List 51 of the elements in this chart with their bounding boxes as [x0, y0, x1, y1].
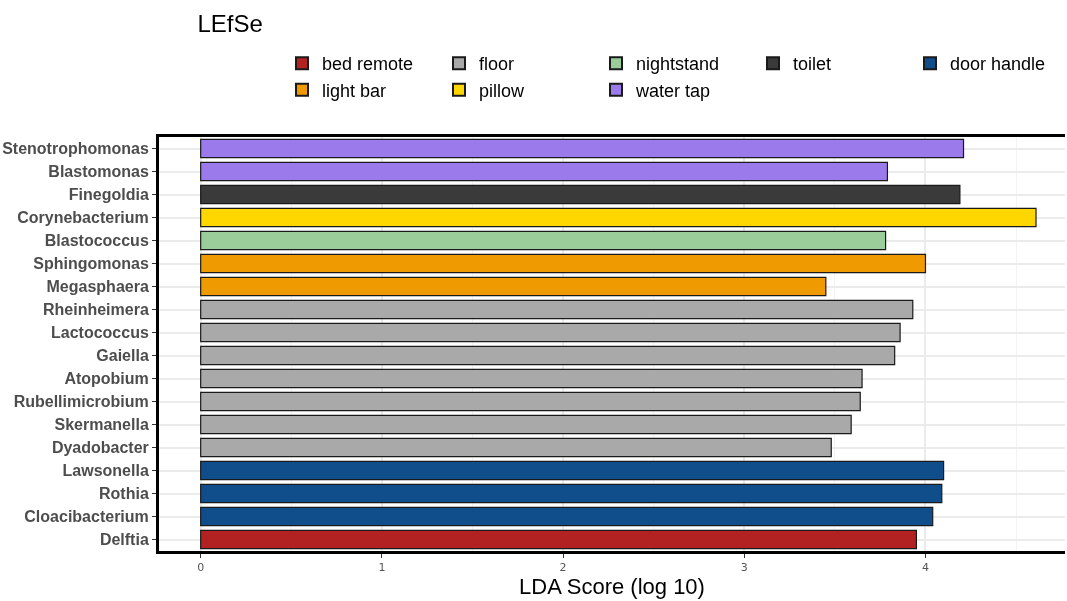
legend-label: pillow — [479, 80, 526, 101]
y-tick-label: Delftia — [99, 531, 149, 549]
x-tick-label: 2 — [559, 561, 567, 575]
y-tick-label: Stenotrophomonas — [2, 140, 149, 158]
bar — [200, 414, 852, 435]
bar — [200, 368, 863, 389]
y-tick-label: Rheinheimera — [42, 301, 149, 319]
bar — [200, 138, 965, 159]
y-tick-label: Rubellimicrobium — [13, 393, 149, 411]
bar — [200, 230, 887, 251]
y-tick-label: Sphingomonas — [33, 255, 149, 273]
legend-label: bed remote — [322, 54, 414, 75]
y-tick-label: Skermanella — [54, 416, 149, 434]
y-tick-label: Megasphaera — [46, 278, 149, 296]
bar — [200, 506, 934, 527]
legend-label: water tap — [635, 80, 711, 101]
y-tick-label: Lactococcus — [50, 324, 149, 342]
x-tick-label: 4 — [921, 561, 929, 575]
bar — [200, 483, 943, 504]
bar — [200, 391, 861, 412]
y-tick-label: Cloacibacterium — [24, 508, 149, 526]
x-tick-label: 3 — [740, 561, 748, 575]
chart-title: LEfSe — [197, 9, 263, 37]
y-tick-label: Finegoldia — [68, 186, 149, 204]
legend-label: light bar — [322, 80, 387, 101]
legend-label: nightstand — [636, 54, 720, 75]
y-tick-label: Blastomonas — [48, 163, 149, 181]
bar — [200, 253, 927, 274]
y-tick-label: Dyadobacter — [51, 439, 149, 457]
x-tick-label: 1 — [378, 561, 386, 575]
y-tick-label: Blastococcus — [44, 232, 149, 250]
bar — [200, 345, 896, 366]
bar — [200, 276, 827, 297]
x-tick-label: 0 — [197, 561, 205, 575]
legend-label: toilet — [793, 54, 832, 75]
bar — [200, 299, 914, 320]
y-tick-label: Atopobium — [64, 370, 149, 388]
bar — [200, 161, 889, 182]
x-axis-title: LDA Score (log 10) — [519, 574, 705, 600]
legend-label: door handle — [950, 54, 1046, 75]
y-tick-label: Lawsonella — [62, 462, 149, 480]
bar — [200, 184, 961, 205]
y-tick-label: Gaiella — [96, 347, 149, 365]
bar — [200, 322, 901, 343]
y-tick-label: Rothia — [99, 485, 149, 503]
bar — [200, 437, 832, 458]
bar — [200, 207, 1037, 228]
y-tick-label: Corynebacterium — [17, 209, 149, 227]
legend-label: floor — [479, 54, 515, 75]
bar — [200, 460, 945, 481]
bar — [200, 529, 918, 550]
